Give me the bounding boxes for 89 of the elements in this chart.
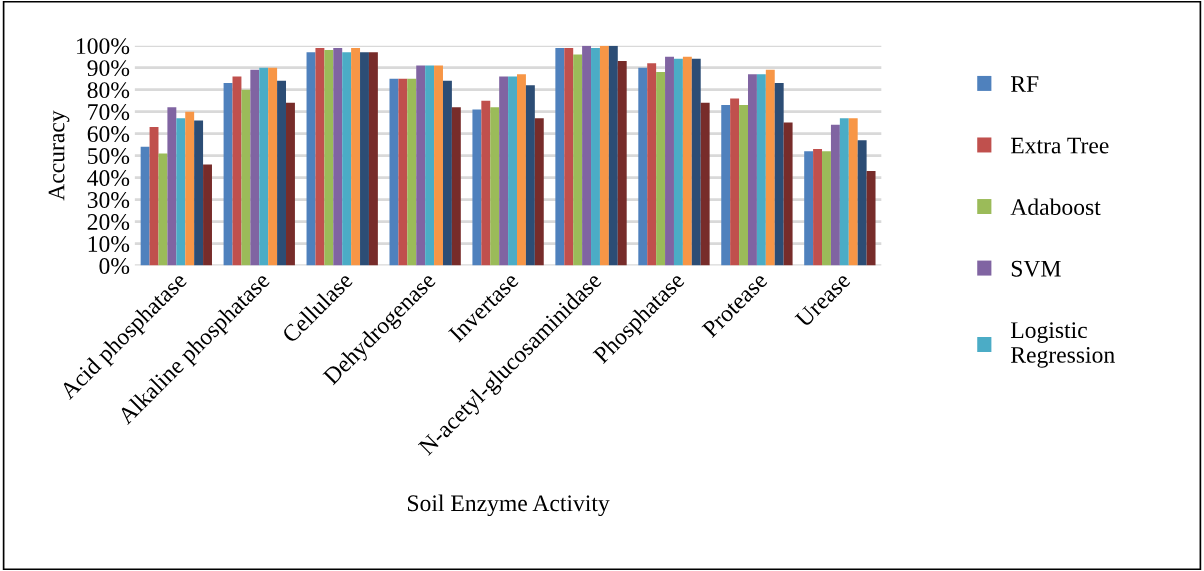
legend-label: SVM bbox=[1011, 260, 1061, 277]
bar bbox=[534, 118, 544, 266]
bar bbox=[748, 74, 757, 266]
y-axis-title: Accuracy bbox=[48, 110, 70, 201]
bar bbox=[555, 47, 565, 266]
y-tick-label: 60% bbox=[87, 126, 130, 143]
bar bbox=[822, 151, 831, 266]
bar bbox=[730, 98, 740, 266]
bar bbox=[351, 47, 361, 266]
bar bbox=[241, 89, 251, 266]
bar bbox=[324, 50, 334, 266]
bar bbox=[434, 65, 443, 266]
y-tick-label: 30% bbox=[87, 192, 130, 209]
bar bbox=[389, 78, 399, 266]
bar bbox=[647, 63, 657, 266]
bar bbox=[617, 61, 627, 266]
bar bbox=[232, 76, 242, 266]
bar bbox=[342, 52, 352, 266]
y-tick-label: 70% bbox=[88, 104, 130, 121]
bar bbox=[333, 47, 343, 266]
bar bbox=[830, 124, 840, 266]
bar bbox=[398, 78, 408, 266]
legend-label: Extra Tree bbox=[1010, 137, 1109, 154]
bar bbox=[158, 153, 168, 266]
legend-label: Adaboost bbox=[1010, 198, 1101, 216]
bar bbox=[223, 83, 233, 266]
bar bbox=[277, 80, 287, 266]
y-tick-label: 20% bbox=[87, 214, 130, 231]
bar bbox=[848, 118, 858, 266]
bar bbox=[517, 74, 526, 266]
bar bbox=[682, 56, 692, 266]
bar bbox=[250, 69, 260, 266]
bar bbox=[416, 65, 426, 266]
bar bbox=[765, 69, 775, 266]
bar bbox=[739, 105, 748, 266]
bar bbox=[203, 164, 212, 266]
bar bbox=[499, 76, 509, 266]
bar bbox=[608, 45, 618, 266]
y-tick-label: 40% bbox=[87, 170, 130, 187]
bar bbox=[638, 67, 648, 266]
bar bbox=[525, 85, 535, 266]
bar bbox=[425, 65, 435, 266]
bar bbox=[407, 78, 417, 266]
bar bbox=[140, 146, 150, 266]
bar bbox=[360, 52, 369, 266]
bar bbox=[783, 122, 793, 266]
bar bbox=[508, 76, 517, 266]
y-tick-label: 90% bbox=[87, 60, 130, 77]
y-tick-label: 0% bbox=[99, 258, 130, 275]
bar bbox=[665, 56, 674, 266]
bar bbox=[774, 83, 784, 266]
bar bbox=[368, 52, 378, 266]
y-tick-label: 80% bbox=[87, 82, 130, 99]
legend-label: Logistic Regression bbox=[1010, 322, 1115, 368]
bar bbox=[194, 120, 204, 266]
bar bbox=[756, 74, 766, 266]
y-tick-label: 10% bbox=[88, 236, 130, 253]
bar bbox=[286, 102, 295, 266]
bar bbox=[268, 67, 278, 266]
y-tick-label: 100% bbox=[76, 38, 130, 55]
bar bbox=[451, 107, 461, 266]
bar bbox=[176, 118, 186, 266]
bar bbox=[866, 170, 876, 266]
bar bbox=[564, 47, 574, 266]
bar bbox=[804, 151, 814, 266]
bar bbox=[813, 149, 823, 266]
bar bbox=[442, 80, 452, 266]
y-tick-label: 50% bbox=[88, 148, 130, 165]
bar bbox=[472, 109, 482, 266]
bar bbox=[306, 52, 316, 266]
bar bbox=[582, 45, 592, 266]
bar bbox=[185, 111, 195, 266]
bar bbox=[259, 67, 269, 266]
bar bbox=[490, 107, 500, 266]
bar bbox=[700, 102, 710, 266]
bar bbox=[721, 105, 731, 266]
bar bbox=[691, 58, 701, 266]
bar bbox=[481, 100, 491, 266]
bar bbox=[599, 45, 609, 266]
bar bbox=[857, 140, 867, 266]
bar bbox=[673, 58, 683, 266]
bar bbox=[591, 47, 600, 266]
bar bbox=[315, 47, 325, 266]
bar bbox=[167, 107, 177, 266]
bar bbox=[573, 54, 583, 266]
bar bbox=[656, 72, 666, 266]
bar bbox=[839, 118, 849, 266]
legend-label: RF bbox=[1010, 76, 1039, 92]
x-axis-title: Soil Enzyme Activity bbox=[408, 494, 610, 517]
